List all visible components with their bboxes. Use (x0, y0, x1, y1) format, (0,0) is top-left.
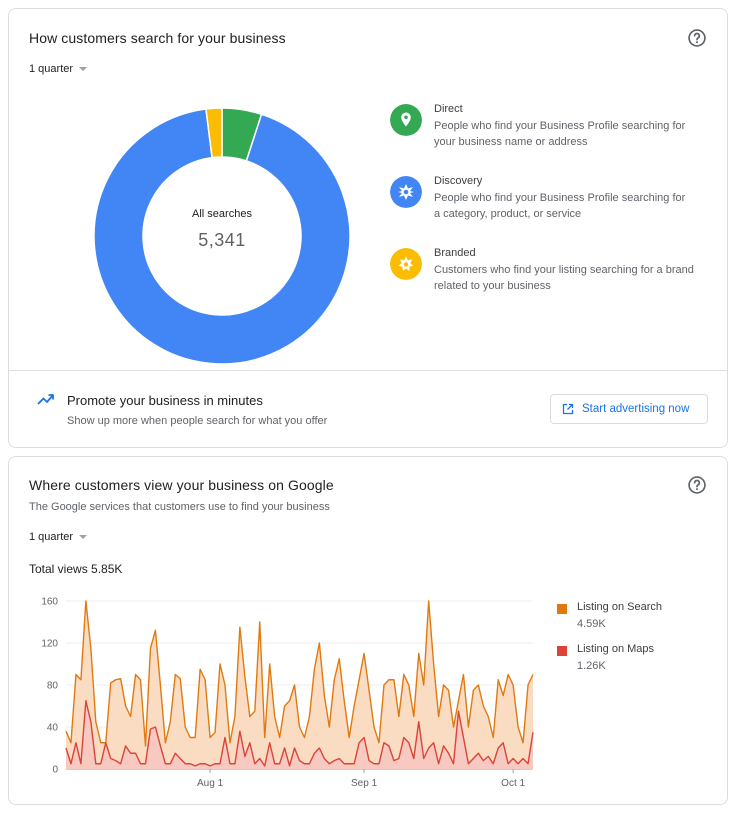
donut-caption: All searches (192, 208, 252, 220)
donut-total-value: 5,341 (198, 230, 246, 250)
x-tick-label: Sep 1 (351, 778, 378, 789)
help-circle-icon[interactable] (687, 475, 707, 495)
legend-branded-title: Branded (434, 247, 476, 259)
legend-series-name: Listing on Search (577, 601, 662, 613)
period-dropdown[interactable]: 1 quarter (29, 63, 88, 75)
period-dropdown-label: 1 quarter (29, 63, 74, 75)
period-dropdown-label: 1 quarter (29, 531, 74, 543)
y-tick-label: 80 (47, 681, 59, 692)
donut-slice-discovery (93, 108, 351, 365)
location-pin-icon (390, 104, 422, 136)
views-area-chart: 0 40 80 120 160 Aug 1 Sep 1 Oct 1 (41, 597, 534, 789)
legend-direct-title: Direct (434, 103, 463, 115)
search-breakdown-card: How customers search for your business 1… (8, 8, 728, 448)
area-listing-on-search (66, 601, 533, 769)
y-tick-label: 40 (47, 723, 59, 734)
legend-branded: Branded Customers who find your listing … (390, 247, 700, 296)
start-advertising-label: Start advertising now (582, 403, 690, 415)
x-tick-label: Aug 1 (197, 778, 224, 789)
search-card-title: How customers search for your business (29, 30, 286, 46)
caret-down-icon (79, 67, 88, 71)
legend-swatch (557, 604, 567, 614)
period-dropdown[interactable]: 1 quarter (29, 531, 88, 543)
branded-icon (390, 248, 422, 280)
legend-series-value: 4.59K (577, 618, 606, 630)
views-card-title: Where customers view your business on Go… (29, 477, 334, 493)
y-tick-label: 0 (52, 765, 58, 776)
legend-series-name: Listing on Maps (577, 643, 655, 655)
x-tick-label: Oct 1 (501, 778, 525, 789)
legend-direct-description: People who find your Business Profile se… (434, 120, 686, 148)
card-divider (9, 370, 727, 371)
area-listing-on-maps (66, 700, 533, 769)
promo-subtitle: Show up more when people search for what… (67, 415, 328, 427)
promo-title: Promote your business in minutes (67, 393, 263, 408)
legend-direct: Direct People who find your Business Pro… (390, 103, 700, 152)
legend-discovery: Discovery People who find your Business … (390, 175, 700, 224)
line-listing-on-maps (65, 700, 534, 767)
legend-swatch (557, 646, 567, 656)
views-card-subtitle: The Google services that customers use t… (29, 501, 330, 513)
help-circle-icon[interactable] (687, 28, 707, 48)
trending-up-icon (37, 394, 54, 405)
legend-series-value: 1.26K (577, 660, 606, 672)
views-breakdown-card: Where customers view your business on Go… (8, 456, 728, 805)
y-tick-label: 120 (41, 639, 58, 650)
open-in-new-icon (562, 403, 574, 415)
legend-discovery-description: People who find your Business Profile se… (434, 192, 686, 220)
line-listing-on-search (65, 600, 534, 747)
legend-branded-description: Customers who find your listing searchin… (434, 264, 694, 292)
start-advertising-button[interactable]: Start advertising now (550, 394, 708, 424)
search-donut-chart (93, 107, 351, 365)
y-tick-label: 160 (41, 597, 58, 608)
caret-down-icon (79, 535, 88, 539)
legend-discovery-title: Discovery (434, 175, 483, 187)
donut-slice-branded (205, 107, 223, 159)
discovery-icon (390, 176, 422, 208)
total-views: Total views 5.85K (29, 562, 123, 576)
